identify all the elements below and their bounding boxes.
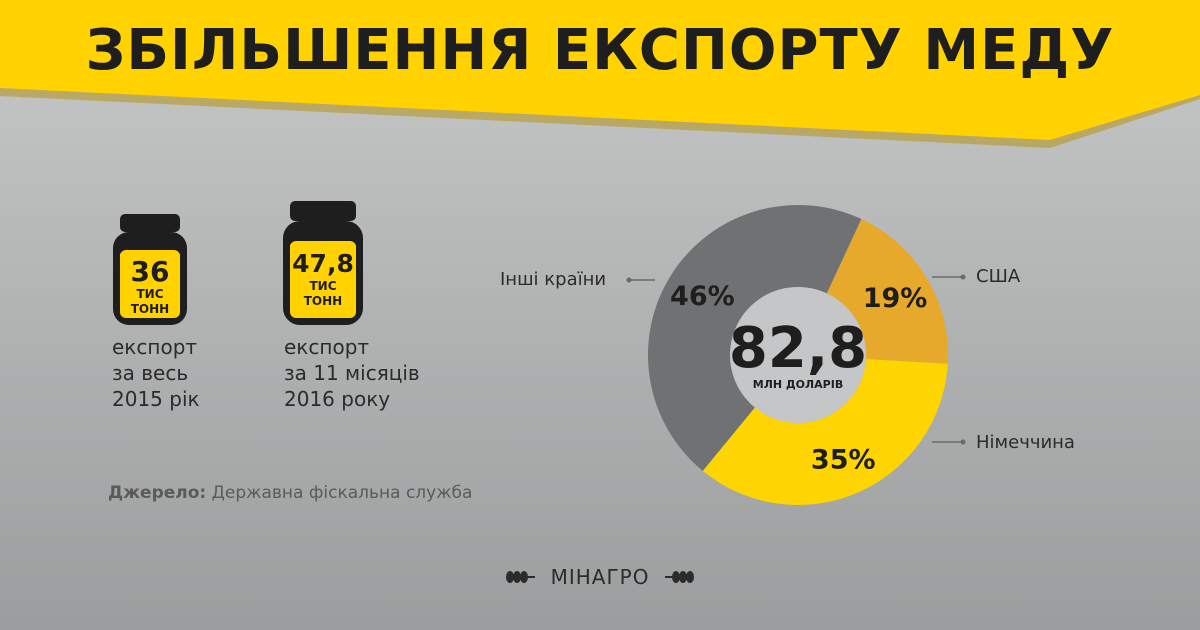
- center-value: 82,8: [729, 316, 867, 381]
- jar-caption-2016: експорт за 11 місяців 2016 року: [284, 334, 420, 412]
- slice-percent-label: 35%: [811, 445, 876, 476]
- slice-percent-label: 46%: [670, 281, 735, 312]
- slice-percent-label: 19%: [863, 283, 928, 314]
- logo-text: МІНАГРО: [550, 564, 650, 589]
- caption-line: 2016 року: [284, 387, 391, 411]
- legend-label-usa: США: [976, 266, 1021, 287]
- legend-label-germany: Німеччина: [976, 432, 1075, 453]
- jar-unit-line2: ТОНН: [130, 302, 170, 316]
- leader-dot-germany: [960, 439, 966, 445]
- source-text: Державна фіскальна служба: [211, 483, 473, 503]
- donut-slice-2: [647, 204, 862, 471]
- wheat-icon: [664, 570, 694, 583]
- jar-2016: 47,8 ТИС ТОНН: [280, 199, 366, 327]
- minagro-logo: МІНАГРО: [0, 563, 1200, 589]
- wheat-icon: [506, 570, 536, 583]
- jar-value: 36: [130, 255, 170, 288]
- honey-jar-icon: [283, 201, 363, 325]
- jar-unit-line1: ТИС: [309, 279, 337, 293]
- donut-slice-1: [702, 359, 948, 506]
- jar-value: 47,8: [292, 249, 354, 278]
- donut-center: [730, 287, 866, 423]
- caption-line: за 11 місяців: [284, 361, 420, 385]
- title-banner: [0, 0, 1200, 148]
- donut-slice-0: [826, 219, 948, 364]
- center-unit: МЛН ДОЛАРІВ: [753, 378, 843, 391]
- source-note: Джерело: Державна фіскальна служба: [108, 483, 472, 503]
- leader-dot-other: [626, 277, 632, 283]
- jar-2015: 36 ТИС ТОНН: [110, 212, 190, 327]
- caption-line: 2015 рік: [112, 387, 200, 411]
- page-title: ЗБІЛЬШЕННЯ ЕКСПОРТУ МЕДУ: [85, 18, 1115, 83]
- caption-line: експорт: [284, 335, 370, 359]
- caption-line: експорт: [112, 335, 198, 359]
- jar-unit-line2: ТОНН: [303, 294, 343, 308]
- honey-jar-icon: [113, 214, 187, 325]
- source-label: Джерело:: [108, 483, 207, 503]
- jar-unit-line1: ТИС: [136, 287, 164, 301]
- legend-label-other: Інші країни: [500, 269, 607, 290]
- leader-dot-usa: [960, 274, 966, 280]
- jar-caption-2015: експорт за весь 2015 рік: [112, 334, 200, 412]
- caption-line: за весь: [112, 361, 189, 385]
